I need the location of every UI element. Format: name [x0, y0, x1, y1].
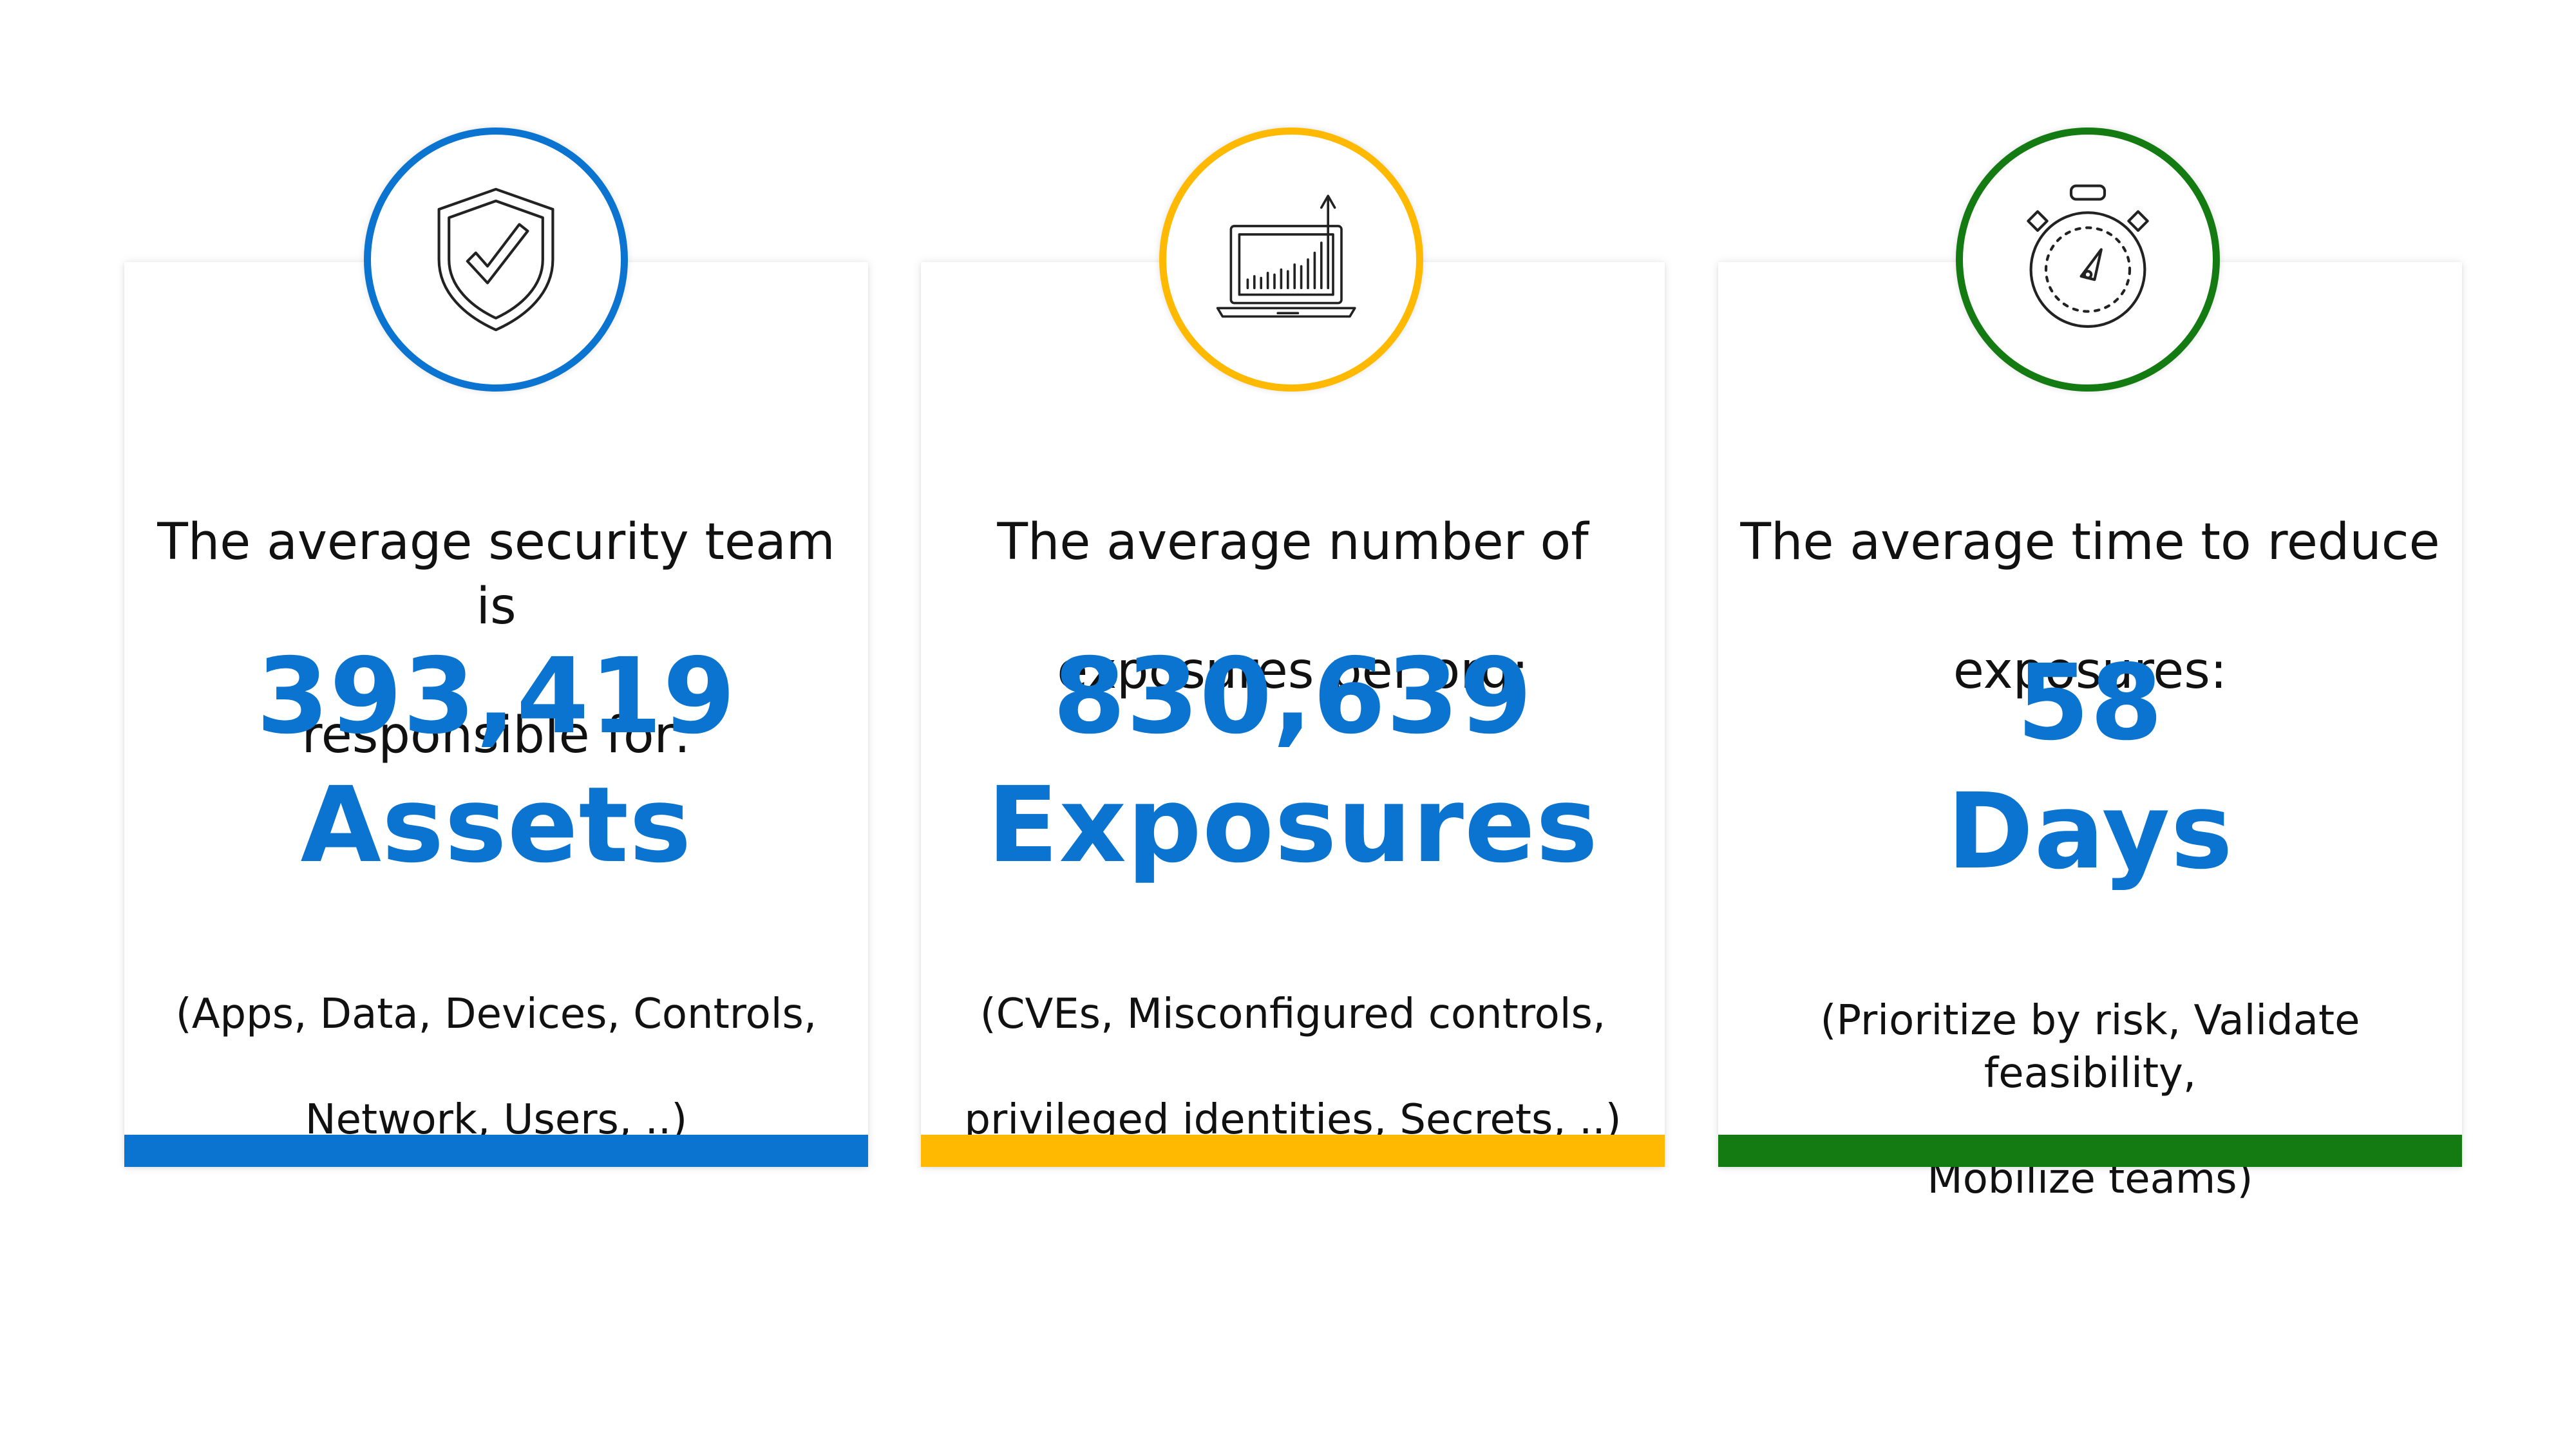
stat-value: 830,639 Exposures [934, 632, 1652, 890]
heading-line: The average number of [997, 513, 1589, 571]
accent-bar-yellow [921, 1135, 1665, 1167]
shield-check-icon [364, 128, 628, 392]
stopwatch-icon [1956, 128, 2220, 392]
heading-line: The average security team is [157, 513, 835, 636]
stat-card-assets: The average security team is responsible… [124, 262, 868, 1167]
description-line: (CVEs, Misconfigured controls, [980, 990, 1606, 1038]
accent-bar-blue [124, 1135, 868, 1167]
stat-number: 830,639 [1053, 636, 1533, 757]
stat-unit: Days [1947, 772, 2233, 893]
card-heading: The average security team is responsible… [144, 446, 849, 832]
stat-unit: Exposures [987, 765, 1599, 886]
stat-number: 393,419 [256, 636, 736, 757]
heading-line: exposures per org: [1057, 642, 1529, 700]
heading-line: exposures: [1953, 642, 2228, 700]
stat-card-exposures: The average number of exposures per org:… [921, 262, 1665, 1167]
laptop-chart-icon [1159, 128, 1423, 392]
description-line: (Apps, Data, Devices, Controls, [175, 990, 817, 1038]
accent-bar-green [1718, 1135, 2462, 1167]
description-line: (Prioritize by risk, Validate feasibilit… [1820, 997, 2360, 1097]
card-heading: The average number of exposures per org: [940, 446, 1645, 768]
stat-number: 58 [2016, 643, 2164, 764]
stat-value: 393,419 Assets [137, 632, 855, 890]
stat-description: (Prioritize by risk, Validate feasibilit… [1738, 942, 2443, 1258]
card-heading: The average time to reduce exposures: [1738, 446, 2443, 768]
heading-line: responsible for: [301, 706, 691, 764]
stat-card-days: The average time to reduce exposures: 58… [1718, 262, 2462, 1203]
heading-line: The average time to reduce [1740, 513, 2440, 571]
stat-value: 58 Days [1731, 639, 2449, 896]
stat-unit: Assets [300, 765, 692, 886]
